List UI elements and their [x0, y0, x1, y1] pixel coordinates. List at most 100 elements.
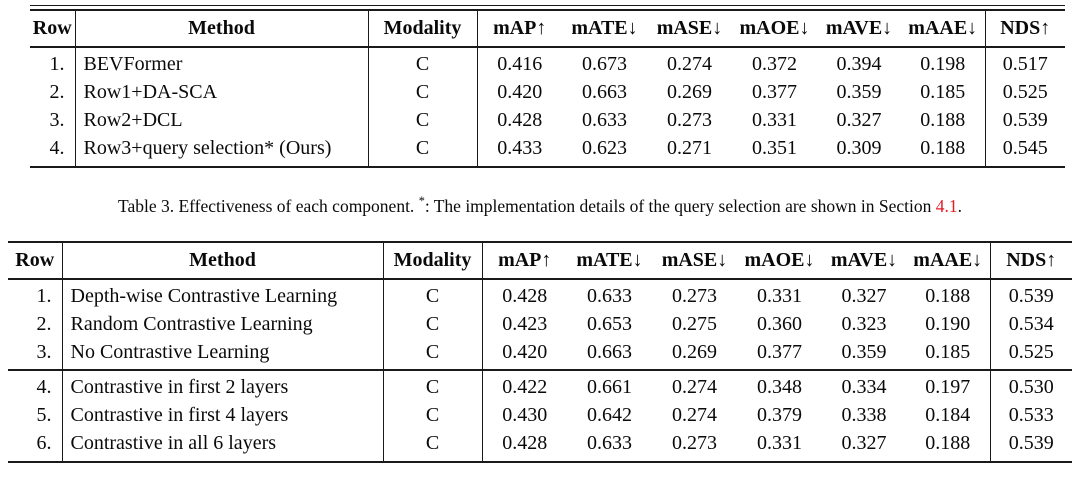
nds-cell: 0.525: [1002, 81, 1048, 103]
column-header-row: Row: [8, 242, 63, 280]
metric-cell: 0.331: [757, 432, 802, 454]
column-header-mave: mAVE↓: [817, 10, 901, 48]
metric-cell: 0.661: [567, 369, 652, 402]
method-cell: Contrastive in all 6 layers: [62, 429, 384, 462]
metric-cell: 0.423: [502, 313, 548, 335]
table-row: 2. Row1+DA-SCA C 0.420 0.663 0.269 0.377…: [30, 78, 1065, 107]
table-row: 2. Random Contrastive Learning C 0.423 0…: [8, 310, 1072, 339]
modality-cell: C: [383, 310, 483, 339]
metric-cell: 0.379: [757, 404, 802, 426]
section-ref-link[interactable]: 4.1: [935, 196, 958, 216]
metric-cell: 0.377: [757, 341, 802, 363]
column-header-maae: mAAE↓: [901, 10, 986, 48]
metric-cell: 0.188: [906, 279, 991, 311]
metric-cell: 0.428: [502, 285, 548, 307]
footnote-star: *: [418, 194, 425, 209]
caption-text-after: : The implementation details of the quer…: [424, 196, 936, 216]
table-row: 3. Row2+DCL C 0.428 0.633 0.273 0.331 0.…: [30, 106, 1065, 135]
metric-cell: 0.633: [587, 432, 632, 454]
top-double-rule: [30, 5, 1065, 9]
metric-cell: 0.273: [667, 109, 712, 131]
metric-cell: 0.188: [901, 106, 986, 135]
metric-cell: 0.623: [582, 137, 627, 159]
column-header-mase: mASE↓: [652, 242, 737, 280]
metric-cell: 0.359: [836, 81, 882, 103]
metric-cell: 0.416: [497, 53, 543, 75]
metric-cell: 0.377: [752, 81, 797, 103]
method-cell: Contrastive in first 2 layers: [62, 369, 384, 402]
modality-cell: C: [383, 369, 483, 402]
nds-cell: 0.530: [990, 369, 1072, 402]
nds-cell: 0.545: [1002, 137, 1048, 159]
column-header-nds: NDS↑: [990, 242, 1072, 280]
table-row: 1. BEVFormer C 0.416 0.673 0.274 0.372 0…: [30, 47, 1065, 79]
modality-cell: C: [368, 47, 478, 79]
method-cell: Row2+DCL: [75, 106, 369, 135]
nds-cell: 0.534: [1008, 313, 1054, 335]
metric-cell: 0.309: [836, 137, 882, 159]
column-header-map: mAP↑: [482, 242, 567, 280]
metric-cell: 0.274: [652, 369, 737, 402]
row-number-cell: 5.: [8, 401, 63, 430]
nds-cell: 0.539: [1008, 285, 1054, 307]
metric-cell: 0.348: [737, 369, 822, 402]
metric-cell: 0.323: [841, 313, 887, 335]
metric-cell: 0.331: [757, 285, 802, 307]
metric-cell: 0.430: [502, 404, 548, 426]
row-number-cell: 2.: [30, 78, 76, 107]
metric-cell: 0.273: [672, 432, 717, 454]
column-header-method: Method: [62, 242, 384, 280]
table-row: 4. Contrastive in first 2 layers C 0.422…: [8, 369, 1072, 402]
metric-cell: 0.331: [752, 109, 797, 131]
column-header-modality: Modality: [383, 242, 483, 280]
metric-cell: 0.633: [587, 285, 632, 307]
nds-cell: 0.533: [1008, 404, 1054, 426]
column-header-mase: mASE↓: [647, 10, 732, 48]
table-row: 3. No Contrastive Learning C 0.420 0.663…: [8, 338, 1072, 370]
table-row: 4. Row3+query selection* (Ours) C 0.433 …: [30, 134, 1065, 167]
metric-cell: 0.633: [582, 109, 627, 131]
row-number-cell: 2.: [8, 310, 63, 339]
component-ablation-table-wrap: Row Method Modality mAP↑ mATE↓ mASE↓ mAO…: [30, 5, 1065, 168]
modality-cell: C: [368, 78, 478, 107]
column-header-nds: NDS↑: [985, 10, 1065, 48]
row-number-cell: 3.: [30, 106, 76, 135]
column-header-mate: mATE↓: [567, 242, 652, 280]
metric-cell: 0.185: [906, 338, 991, 370]
modality-cell: C: [383, 401, 483, 430]
method-cell: No Contrastive Learning: [62, 338, 384, 370]
column-header-mate: mATE↓: [562, 10, 647, 48]
metric-cell: 0.428: [497, 109, 543, 131]
caption-text-before: Table 3. Effectiveness of each component…: [117, 196, 419, 216]
modality-cell: C: [383, 429, 483, 462]
metric-cell: 0.184: [906, 401, 991, 430]
metric-cell: 0.327: [841, 432, 887, 454]
nds-cell: 0.539: [1008, 432, 1054, 454]
metric-cell: 0.359: [841, 341, 887, 363]
metric-cell: 0.271: [667, 137, 712, 159]
row-number-cell: 1.: [30, 47, 76, 79]
metric-cell: 0.273: [672, 285, 717, 307]
metric-cell: 0.274: [672, 404, 717, 426]
row-number-cell: 4.: [30, 134, 76, 167]
row-number-cell: 6.: [8, 429, 63, 462]
method-cell: BEVFormer: [75, 47, 369, 79]
metric-cell: 0.198: [901, 47, 986, 79]
metric-cell: 0.185: [901, 78, 986, 107]
column-header-map: mAP↑: [477, 10, 562, 48]
metric-cell: 0.327: [841, 285, 887, 307]
row-number-cell: 1.: [8, 279, 63, 311]
metric-cell: 0.433: [497, 137, 543, 159]
metric-cell: 0.663: [587, 341, 632, 363]
column-header-maoe: mAOE↓: [737, 242, 822, 280]
column-header-maae: mAAE↓: [906, 242, 991, 280]
metric-cell: 0.673: [582, 53, 627, 75]
row-number-cell: 4.: [8, 369, 63, 402]
method-cell: Contrastive in first 4 layers: [62, 401, 384, 430]
metric-cell: 0.372: [752, 53, 797, 75]
header-row: Row Method Modality mAP↑ mATE↓ mASE↓ mAO…: [30, 10, 1065, 48]
column-header-mave: mAVE↓: [822, 242, 906, 280]
header-row: Row Method Modality mAP↑ mATE↓ mASE↓ mAO…: [8, 242, 1072, 280]
metric-cell: 0.327: [836, 109, 882, 131]
table-row: 5. Contrastive in first 4 layers C 0.430…: [8, 401, 1072, 430]
